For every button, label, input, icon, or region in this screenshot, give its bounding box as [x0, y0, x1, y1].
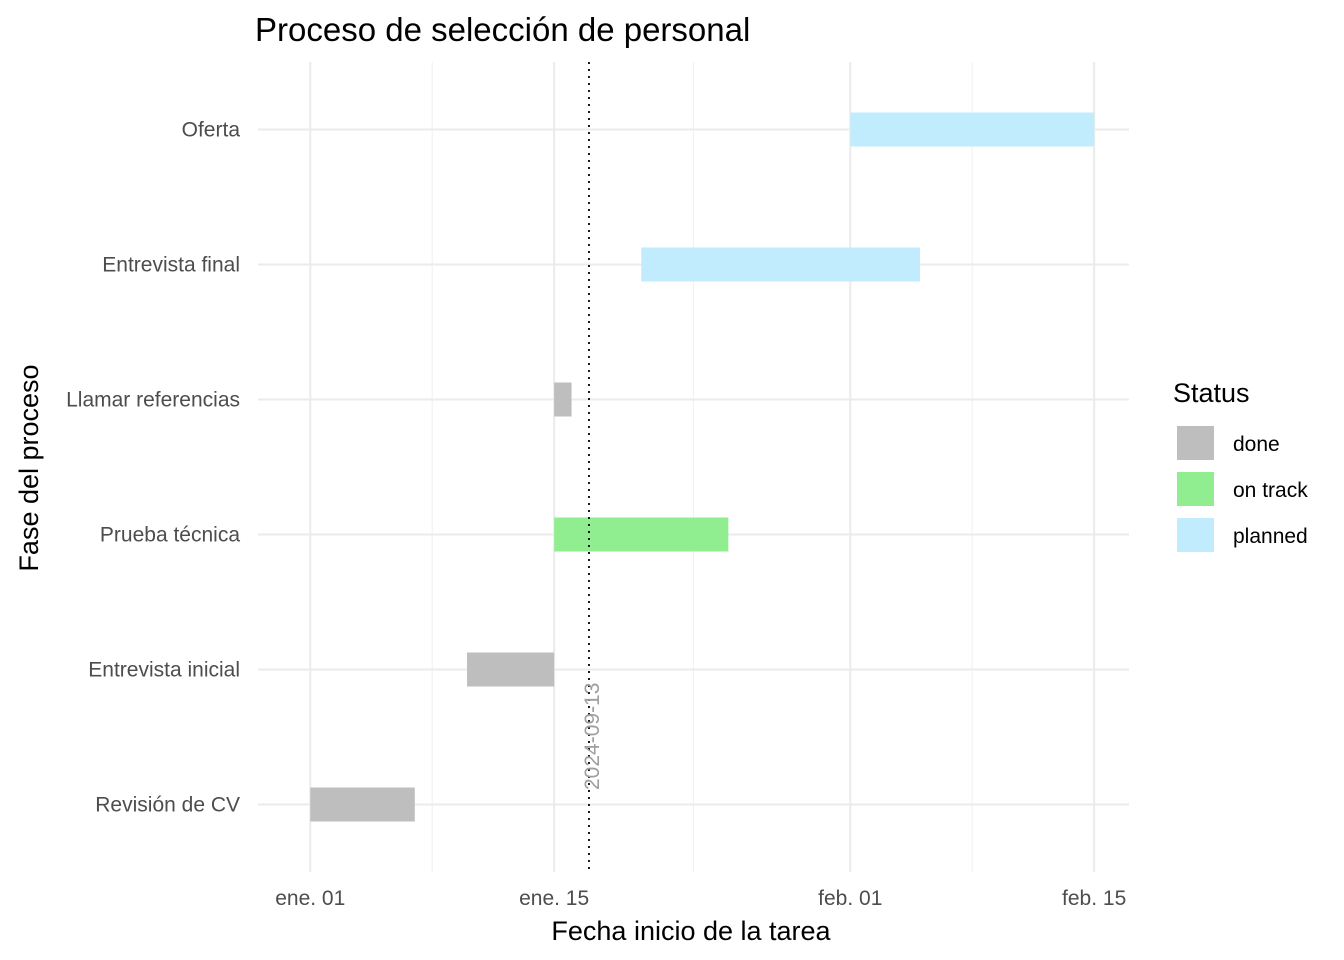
task-bar [467, 652, 555, 687]
task-bar [554, 517, 729, 552]
x-tick-label: ene. 01 [275, 887, 345, 910]
reference-line-group: 2024-09-13 [581, 62, 604, 872]
legend-label: on track [1233, 479, 1308, 502]
y-tick-label: Entrevista final [102, 254, 240, 277]
legend-title: Status [1173, 378, 1250, 408]
legend-swatch [1177, 518, 1214, 552]
x-tick-label: feb. 01 [818, 887, 882, 910]
task-bars [310, 112, 1095, 822]
task-bar [641, 247, 920, 282]
legend: Status done on track planned [1173, 378, 1308, 552]
chart-title: Proceso de selección de personal [255, 11, 750, 48]
y-tick-label: Revisión de CV [95, 794, 240, 817]
x-tick-label: ene. 15 [519, 887, 589, 910]
y-tick-label: Llamar referencias [66, 389, 240, 412]
task-bar [554, 382, 572, 417]
legend-label: done [1233, 433, 1280, 456]
y-axis-title: Fase del proceso [14, 364, 44, 571]
y-axis-ticks: Revisión de CV Entrevista inicial Prueba t… [66, 119, 240, 817]
x-axis-title: Fecha inicio de la tarea [551, 916, 831, 946]
y-tick-label: Oferta [182, 119, 241, 142]
x-tick-label: feb. 15 [1062, 887, 1126, 910]
legend-swatch [1177, 426, 1214, 460]
reference-line-label: 2024-09-13 [581, 683, 604, 790]
y-tick-label: Entrevista inicial [88, 659, 240, 682]
legend-label: planned [1233, 525, 1308, 548]
y-tick-label: Prueba técnica [100, 524, 240, 547]
legend-swatch [1177, 472, 1214, 506]
task-bar [850, 112, 1095, 147]
x-axis-ticks: ene. 01 ene. 15 feb. 01 feb. 15 [275, 887, 1126, 910]
task-bar [310, 787, 415, 822]
grid [258, 62, 1129, 872]
